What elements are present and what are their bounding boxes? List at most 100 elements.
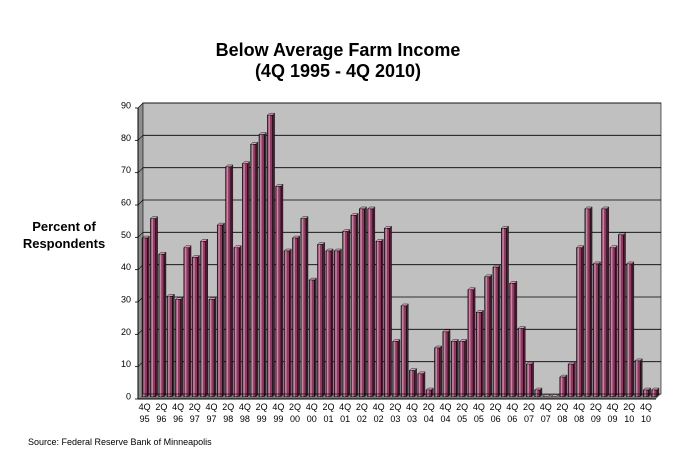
bar-front	[242, 163, 248, 397]
x-tick-label-year: 97	[190, 414, 200, 424]
x-tick-label-quarter: 2Q	[155, 402, 167, 412]
bar	[325, 248, 334, 397]
x-tick-label-quarter: 4Q	[540, 402, 552, 412]
bar-front	[283, 250, 290, 397]
gridline-depth	[137, 167, 144, 173]
bar	[166, 293, 175, 397]
bar	[383, 225, 393, 397]
x-tick-label-quarter: 2Q	[623, 402, 635, 412]
x-tick-label-year: 00	[290, 414, 300, 424]
y-tick-label: 90	[121, 101, 131, 111]
x-tick-label-quarter: 4Q	[573, 402, 585, 412]
bar	[367, 206, 376, 397]
bar-shine	[460, 341, 463, 397]
bar-front	[342, 231, 349, 397]
bar-shine	[159, 254, 162, 397]
bar-shine	[226, 166, 229, 397]
bar-shine	[636, 360, 638, 397]
x-tick-label-quarter: 2Q	[356, 402, 368, 412]
bar-front	[183, 247, 190, 397]
bar-front	[618, 234, 624, 397]
y-tick-label: 30	[121, 295, 131, 305]
chart-title-line-2: (4Q 1995 - 4Q 2010)	[254, 61, 422, 81]
x-tick-label-quarter: 2Q	[523, 402, 535, 412]
bar-side	[305, 216, 309, 397]
bar-shine	[351, 215, 354, 397]
x-tick-label-quarter: 4Q	[139, 402, 151, 412]
bar-front	[400, 305, 407, 397]
bar-front	[392, 341, 399, 397]
bar	[283, 248, 292, 397]
bar	[149, 216, 159, 397]
bar-shine	[234, 247, 237, 397]
bar-front	[367, 208, 374, 397]
y-tick-label: 0	[126, 392, 131, 402]
x-tick-label-year: 98	[240, 414, 250, 424]
bar-side	[172, 293, 175, 397]
bar-shine	[402, 305, 404, 397]
y-tick-label: 60	[121, 198, 131, 208]
x-tick-label-year: 02	[357, 414, 367, 424]
bar-shine	[368, 208, 371, 397]
bar	[567, 361, 576, 397]
bar-front	[434, 347, 440, 397]
bar	[317, 242, 326, 397]
bar-shine	[176, 299, 179, 397]
bar	[559, 374, 568, 397]
x-tick-label-year: 09	[608, 414, 618, 424]
bar	[333, 248, 342, 397]
bar-front	[359, 208, 365, 397]
bar-front	[225, 166, 232, 397]
bar-shine	[577, 247, 580, 397]
y-tick-label: 50	[121, 230, 131, 240]
bar-front	[267, 114, 273, 397]
x-tick-label-quarter: 4Q	[406, 402, 418, 412]
bar-front	[150, 218, 156, 397]
bar	[550, 394, 560, 397]
bar	[183, 245, 192, 397]
bar	[358, 206, 367, 397]
y-axis-label: Percent of Respondents	[8, 218, 120, 252]
bar-side	[222, 222, 225, 397]
bar-front	[166, 295, 173, 397]
bar-shine	[193, 257, 195, 397]
bar	[216, 222, 225, 397]
x-tick-label-quarter: 2Q	[389, 402, 401, 412]
x-tick-label-quarter: 4Q	[506, 402, 518, 412]
bar-shine	[627, 263, 630, 397]
bar-front	[592, 263, 599, 397]
bar-front	[425, 389, 432, 397]
bar	[517, 326, 526, 397]
bar-shine	[435, 348, 438, 397]
bar	[175, 297, 184, 397]
x-tick-label-year: 95	[140, 414, 150, 424]
bar-shine	[527, 364, 529, 397]
bar-shine	[301, 218, 304, 397]
bar-front	[442, 331, 449, 397]
x-tick-label-quarter: 4Q	[373, 402, 385, 412]
bar-front	[208, 299, 215, 397]
bar-shine	[452, 341, 454, 397]
bar-front	[576, 247, 583, 397]
bar-shine	[335, 251, 337, 397]
bar-shine	[276, 186, 279, 397]
bar	[275, 183, 284, 397]
x-tick-label-quarter: 2Q	[456, 402, 468, 412]
x-tick-label-quarter: 4Q	[473, 402, 485, 412]
bar-front	[492, 266, 499, 397]
bar-shine	[410, 370, 412, 397]
gridline-depth	[137, 102, 144, 109]
bar-side	[447, 329, 451, 397]
bar-shine	[569, 364, 571, 397]
bar	[408, 368, 418, 397]
plot-side-wall	[138, 103, 143, 399]
bar	[250, 141, 259, 397]
x-tick-label-quarter: 4Q	[239, 402, 251, 412]
bar-side	[330, 248, 334, 397]
x-tick-label-year: 01	[340, 414, 350, 424]
bar-shine	[602, 208, 605, 397]
bar-front	[200, 241, 207, 397]
x-tick-label-year: 03	[390, 414, 400, 424]
x-tick-label-quarter: 2Q	[189, 402, 201, 412]
bar-shine	[385, 228, 387, 397]
